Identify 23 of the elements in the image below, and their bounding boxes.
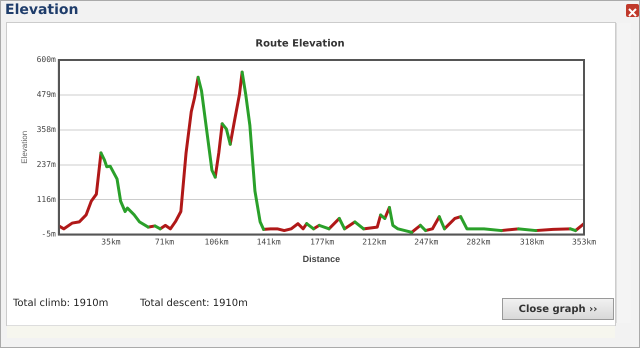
- y-axis-title: Elevation: [20, 130, 30, 164]
- x-tick-label: 177km: [310, 237, 334, 246]
- x-tick-label: 35km: [101, 237, 121, 246]
- x-axis-title: Distance: [302, 254, 340, 264]
- y-tick-label: -5m: [41, 230, 56, 239]
- x-tick-label: 106km: [204, 237, 229, 246]
- chart-title: Route Elevation: [255, 38, 345, 50]
- y-tick-label: 600m: [36, 55, 56, 64]
- x-tick-label: 141km: [256, 237, 281, 246]
- x-tick-label: 212km: [362, 237, 386, 246]
- x-tick-label: 71km: [154, 237, 174, 246]
- y-tick-label: 116m: [36, 194, 56, 204]
- x-tick-label: 318km: [520, 237, 544, 246]
- text: Elevation: [5, 2, 79, 18]
- text: Close graph ››: [502, 298, 614, 320]
- x-tick-label: 282km: [466, 237, 491, 246]
- text: Total climb: 1910m: [13, 298, 108, 309]
- x-tick-label: 247km: [414, 237, 439, 246]
- y-tick-label: 237m: [36, 160, 56, 169]
- y-tick-label: 358m: [36, 124, 56, 134]
- x-tick-label: 353km: [572, 237, 596, 246]
- y-tick-label: 479m: [36, 90, 56, 99]
- text: Total descent: 1910m: [140, 298, 248, 309]
